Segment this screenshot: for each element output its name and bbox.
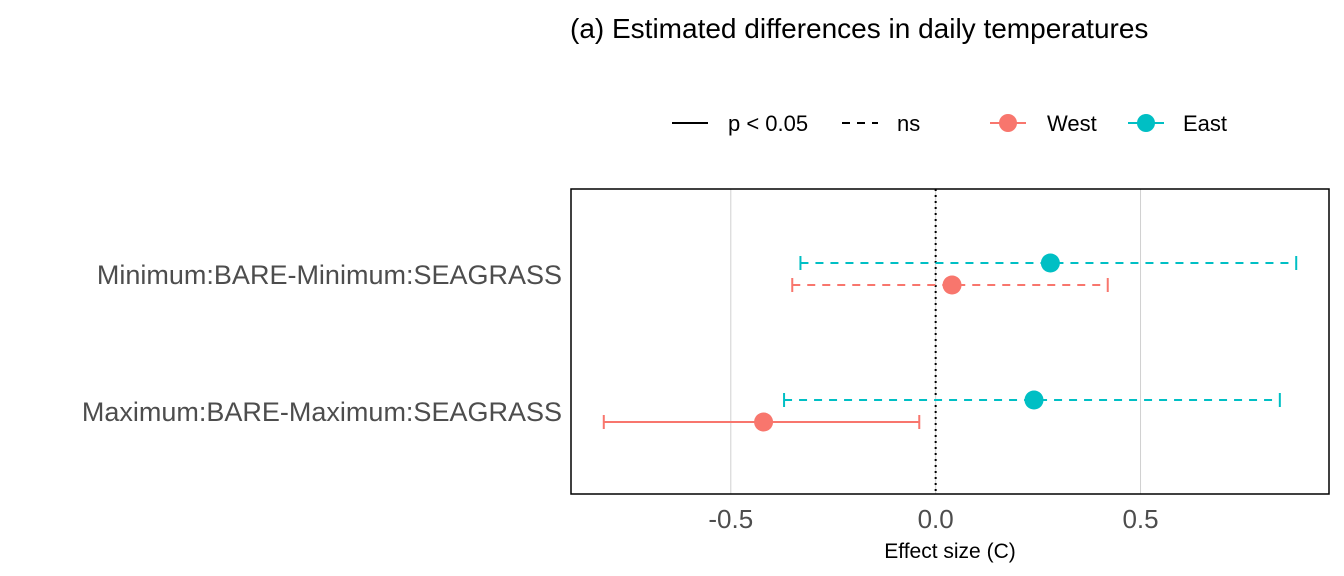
legend-east-marker xyxy=(1137,114,1155,132)
x-tick-label: 0.5 xyxy=(1122,504,1158,534)
x-tick-label: 0.0 xyxy=(918,504,954,534)
chart-title: (a) Estimated differences in daily tempe… xyxy=(570,13,1148,44)
legend-label-significant: p < 0.05 xyxy=(728,111,808,136)
x-axis-labels: -0.5 0.0 0.5 xyxy=(708,504,1158,534)
x-axis-label: Effect size (C) xyxy=(884,540,1015,563)
estimate-point xyxy=(1040,253,1060,273)
legend-label-east: East xyxy=(1183,111,1227,136)
grid xyxy=(730,189,1142,494)
y-tick-label: Minimum:BARE-Minimum:SEAGRASS xyxy=(97,260,562,290)
y-tick-label: Maximum:BARE-Maximum:SEAGRASS xyxy=(82,397,562,427)
y-axis-labels: Minimum:BARE-Minimum:SEAGRASS Maximum:BAR… xyxy=(82,260,562,427)
legend-west-marker xyxy=(999,114,1017,132)
estimate-point xyxy=(1024,390,1044,410)
marks xyxy=(602,253,1298,432)
legend: p < 0.05 ns West East xyxy=(672,111,1227,136)
estimate-point xyxy=(942,275,962,295)
x-tick-label: -0.5 xyxy=(708,504,753,534)
legend-label-ns: ns xyxy=(897,111,920,136)
plot-border xyxy=(570,188,1330,495)
estimate-point xyxy=(754,412,774,432)
legend-label-west: West xyxy=(1047,111,1097,136)
